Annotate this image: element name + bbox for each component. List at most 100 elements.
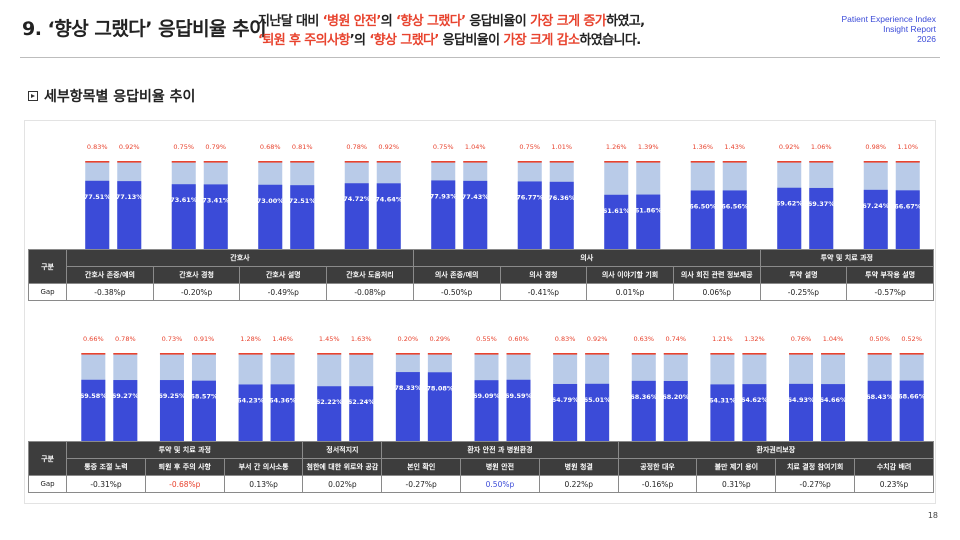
subtitle-line-2: ‘퇴원 후 주의사항’의 ‘향상 그랬다’ 응답비율이 가장 크게 감소하였습니… [258,33,641,48]
blue-label-curr-9: 64.66% [820,396,848,404]
blue-label-curr-7: 66.56% [721,202,749,210]
bar-red-curr-7 [722,161,747,163]
bar-red-prev-8 [710,353,735,355]
red-label-prev-0: 0.83% [87,143,108,151]
blue-label-prev-9: 67.24% [862,202,890,210]
red-label-curr-3: 1.63% [351,335,372,343]
red-label-prev-4: 0.20% [398,335,419,343]
chart-bottom: 0.66% 69.58% 0.78% 69.27% 0.73% 69.25% 0.91% 68… [80,335,926,441]
bar-blue-prev-8 [777,187,802,249]
red-label-curr-4: 0.29% [430,335,451,343]
red-label-prev-9: 0.76% [791,335,812,343]
bar-blue-prev-3 [317,386,342,441]
blue-label-curr-8: 69.37% [808,200,836,208]
red-label-prev-2: 0.68% [260,143,281,151]
bar-red-curr-1 [203,161,228,163]
red-label-prev-4: 0.75% [433,143,454,151]
category-header: 병원 청결 [538,458,619,476]
red-label-prev-6: 1.26% [606,143,627,151]
category-header: 의사 회진 관련 정보제공 [672,266,761,284]
red-label-prev-8: 0.92% [779,143,800,151]
gap-value: 0.31%p [696,475,777,493]
bar-red-prev-8 [777,161,802,163]
red-label-curr-1: 0.79% [205,143,226,151]
blue-label-curr-0: 77.13% [116,193,144,201]
red-label-prev-1: 0.73% [162,335,183,343]
blue-label-curr-4: 77.43% [462,193,490,201]
subtitle-line-1: 지난달 대비 ‘병원 안전’의 ‘향상 그랬다’ 응답비율이 가장 크게 증가하… [258,14,645,29]
report-label: Patient Experience Index Insight Report … [841,14,936,44]
red-label-curr-4: 1.04% [465,143,486,151]
group-header: 투약 및 치료 과정 [66,441,304,459]
table-bottom: 구분 투약 및 치료 과정 정서적지지 환자 안전 과 병원환경 환자권리보장 통증 조절… [27,441,935,493]
gap-value: -0.41%p [499,283,588,301]
gap-value: -0.08%p [326,283,414,301]
bar-blue-curr-3 [349,386,374,441]
red-label-prev-3: 0.78% [346,143,367,151]
bar-red-prev-3 [344,161,369,163]
blue-label-curr-3: 62.24% [348,398,376,406]
bar-red-prev-7 [631,353,656,355]
blue-label-prev-0: 69.58% [80,392,108,400]
category-header: 치료 결정 참여기회 [775,458,856,476]
group-header: 의사 [412,249,761,267]
bar-blue-curr-1 [191,380,216,441]
blue-label-curr-6: 61.86% [635,207,663,215]
blue-label-prev-5: 76.77% [516,193,544,201]
bar-red-prev-0 [81,353,106,355]
bar-red-curr-4 [427,353,452,355]
blue-label-prev-3: 74.72% [343,195,371,203]
bar-red-curr-0 [113,353,138,355]
group-header: 정서적지지 [302,441,383,459]
red-label-prev-10: 0.50% [869,335,890,343]
blue-label-prev-6: 64.79% [552,396,580,404]
blue-label-prev-8: 64.31% [709,396,737,404]
gap-value: -0.57%p [846,283,934,301]
bar-blue-prev-3 [344,183,369,249]
gap-value: -0.27%p [775,475,856,493]
bar-red-prev-1 [159,353,184,355]
red-label-curr-0: 0.78% [115,335,136,343]
bar-blue-prev-10 [867,380,892,441]
bar-blue-prev-2 [258,184,283,249]
gap-value: 0.01%p [586,283,674,301]
bar-red-prev-5 [517,161,542,163]
bar-red-prev-4 [395,353,420,355]
blue-label-prev-5: 69.09% [473,392,501,400]
blue-label-curr-0: 69.27% [112,392,140,400]
blue-label-prev-4: 78.33% [394,384,422,392]
blue-label-curr-7: 68.20% [662,393,690,401]
red-label-prev-7: 1.36% [692,143,713,151]
blue-label-prev-7: 68.36% [630,393,658,401]
bar-blue-curr-9 [895,190,920,249]
gap-value: -0.25%p [759,283,848,301]
bar-red-curr-7 [663,353,688,355]
gap-value: -0.49%p [239,283,328,301]
bar-red-curr-6 [636,161,661,163]
red-label-curr-6: 1.39% [638,143,659,151]
red-label-curr-7: 1.43% [724,143,745,151]
red-label-curr-6: 0.92% [587,335,608,343]
category-header: 공정한 대우 [617,458,698,476]
group-header: 환자권리보장 [617,441,935,459]
blue-label-prev-2: 73.00% [257,197,285,205]
bar-blue-curr-4 [427,372,452,441]
red-label-curr-2: 0.81% [292,143,313,151]
page-number: 18 [927,511,938,520]
table-label: 구분 [27,249,68,284]
gap-value: -0.16%p [617,475,698,493]
bar-red-prev-9 [789,353,814,355]
red-label-curr-7: 0.74% [665,335,686,343]
gap-value: 0.02%p [302,475,383,493]
red-label-curr-2: 1.46% [272,335,293,343]
blue-label-curr-2: 64.36% [269,396,297,404]
red-label-curr-8: 1.32% [744,335,765,343]
bar-blue-curr-7 [722,190,747,249]
category-header: 퇴원 후 주의 사항 [144,458,225,476]
gap-value: -0.31%p [66,475,146,493]
bar-red-curr-8 [809,161,834,163]
page-title: 9. ‘향상 그랬다’ 응답비율 추이 [22,18,267,40]
bar-red-curr-1 [191,353,216,355]
bar-red-curr-5 [506,353,531,355]
bar-blue-prev-5 [517,181,542,249]
